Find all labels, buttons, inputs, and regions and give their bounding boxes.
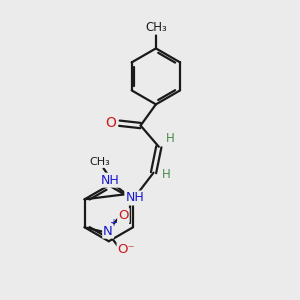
- Text: H: H: [161, 168, 170, 181]
- Text: N: N: [103, 225, 113, 238]
- Text: O: O: [118, 209, 129, 222]
- Text: CH₃: CH₃: [90, 157, 110, 167]
- Text: O⁻: O⁻: [118, 243, 135, 256]
- Text: CH₃: CH₃: [145, 21, 167, 34]
- Text: NH: NH: [101, 174, 120, 187]
- Text: +: +: [109, 218, 117, 229]
- Text: O: O: [106, 116, 117, 130]
- Text: H: H: [166, 132, 174, 145]
- Text: NH: NH: [125, 191, 144, 205]
